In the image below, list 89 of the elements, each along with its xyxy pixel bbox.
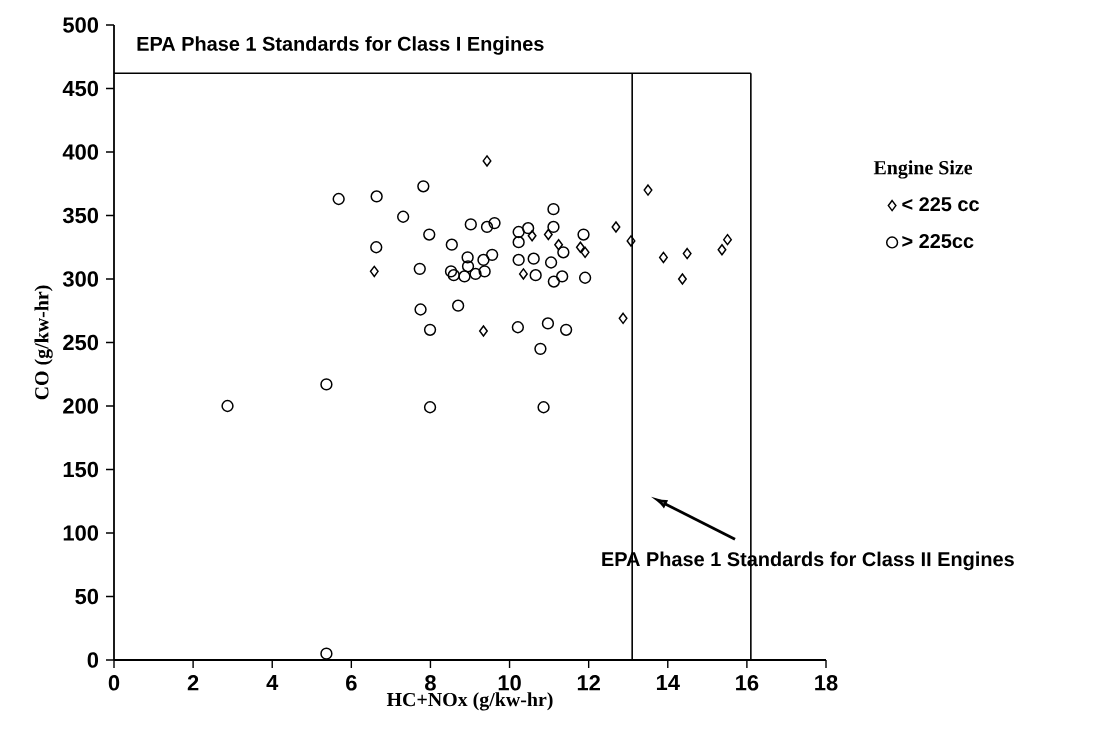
point: [478, 325, 488, 337]
point: [458, 270, 471, 283]
point: [397, 210, 410, 223]
point: [413, 262, 426, 275]
x-axis-title: HC+NOx (g/kw-hr): [386, 692, 553, 711]
point: [511, 321, 525, 334]
x-tick-label: 14: [656, 675, 680, 691]
point: [451, 299, 465, 312]
y-tick-label: 200: [63, 398, 99, 414]
point: [544, 256, 558, 269]
point: [554, 238, 564, 251]
point: [575, 241, 585, 253]
point: [643, 184, 653, 196]
point: [556, 270, 569, 283]
point: [423, 228, 436, 241]
point: [512, 253, 525, 267]
point: [221, 399, 234, 413]
point: [658, 251, 668, 264]
point: [547, 275, 561, 288]
point: [547, 203, 560, 216]
point: [723, 233, 733, 246]
point: [370, 241, 383, 254]
point: [557, 246, 570, 259]
point: [534, 342, 547, 355]
point: [445, 238, 458, 251]
point: [537, 401, 550, 414]
point: [518, 268, 528, 280]
point: [512, 225, 525, 239]
point: [447, 269, 460, 282]
point: [529, 269, 542, 282]
point: [488, 216, 501, 230]
y-axis-title: CO (g/kw-hr): [34, 285, 53, 400]
legend-title: Engine Size: [873, 160, 973, 179]
point: [559, 323, 573, 336]
point: [512, 236, 525, 249]
x-tick-label: 4: [266, 675, 279, 691]
point: [577, 228, 590, 241]
point: [527, 252, 540, 265]
point: [580, 246, 590, 259]
point: [626, 235, 636, 247]
point: [469, 267, 482, 281]
point: [477, 253, 490, 267]
point: [717, 244, 727, 256]
point: [370, 190, 383, 203]
point: [682, 247, 692, 260]
x-tick-label: 12: [577, 675, 600, 691]
y-tick-label: 500: [63, 17, 99, 33]
point: [480, 220, 494, 234]
y-tick-label: 300: [62, 271, 99, 287]
point: [369, 265, 379, 278]
point: [423, 401, 437, 414]
ref-line-label: EPA Phase 1 Standards for Class I Engines: [137, 36, 544, 55]
point: [461, 260, 475, 273]
point: [332, 192, 345, 206]
point: [482, 155, 492, 167]
point: [677, 273, 687, 285]
y-tick-label: 0: [87, 652, 99, 668]
point: [320, 378, 333, 391]
point: [444, 265, 458, 278]
point: [423, 323, 437, 336]
point: [417, 180, 430, 193]
x-tick-label: 0: [108, 675, 120, 691]
point: [478, 265, 491, 278]
y-tick-label: 50: [75, 588, 99, 605]
x-tick-label: 10: [498, 675, 521, 691]
y-tick-label: 150: [63, 461, 99, 478]
x-tick-label: 18: [815, 675, 838, 691]
y-tick-label: 250: [63, 334, 99, 351]
legend-label: > 225cc: [902, 234, 974, 249]
y-tick-label: 450: [62, 80, 99, 97]
point: [464, 218, 477, 231]
legend-label: < 225 cc: [902, 197, 979, 212]
y-tick-label: 400: [62, 144, 99, 160]
x-tick-label: 6: [346, 675, 357, 691]
point: [578, 271, 592, 284]
x-tick-label: 16: [736, 675, 759, 691]
x-tick-label: 2: [187, 675, 199, 691]
point: [320, 647, 333, 660]
point: [611, 221, 621, 233]
point: [461, 251, 474, 264]
point: [547, 220, 560, 234]
point: [486, 248, 499, 262]
y-tick-label: 350: [62, 207, 99, 224]
point: [414, 303, 427, 316]
point: [541, 317, 555, 330]
x-tick-label: 8: [425, 675, 436, 691]
point: [543, 228, 553, 241]
point: [618, 312, 628, 325]
y-tick-label: 100: [63, 525, 99, 541]
